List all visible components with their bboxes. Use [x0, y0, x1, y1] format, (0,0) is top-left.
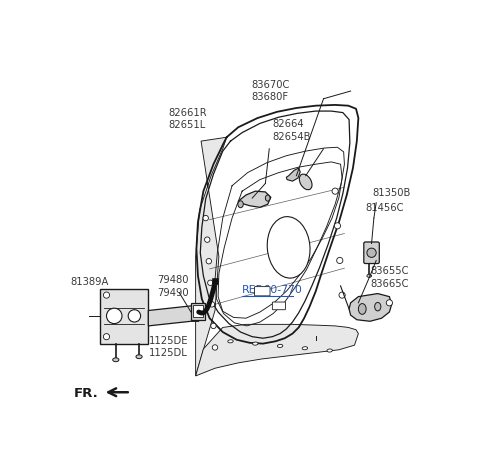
Bar: [212, 278, 218, 284]
Text: 81456C: 81456C: [365, 203, 404, 213]
Circle shape: [211, 323, 216, 329]
Text: 1125DE
1125DL: 1125DE 1125DL: [149, 336, 189, 358]
Circle shape: [332, 188, 338, 194]
Ellipse shape: [300, 174, 312, 190]
Text: 82661R
82651L: 82661R 82651L: [168, 108, 206, 130]
Circle shape: [386, 300, 393, 306]
Ellipse shape: [265, 195, 270, 201]
Circle shape: [204, 237, 210, 243]
Ellipse shape: [367, 274, 372, 277]
Circle shape: [203, 215, 208, 221]
Bar: [100, 289, 148, 345]
Circle shape: [103, 334, 109, 340]
Polygon shape: [148, 306, 199, 326]
Ellipse shape: [327, 349, 333, 352]
Ellipse shape: [267, 217, 310, 278]
Ellipse shape: [359, 304, 366, 314]
Circle shape: [367, 248, 376, 258]
Text: 81350B: 81350B: [372, 188, 411, 198]
Circle shape: [209, 302, 215, 307]
Text: 79480
79490: 79480 79490: [156, 275, 188, 298]
FancyBboxPatch shape: [254, 287, 270, 296]
Circle shape: [107, 308, 122, 323]
Polygon shape: [196, 137, 227, 376]
Bar: [191, 303, 205, 320]
FancyBboxPatch shape: [364, 242, 379, 264]
FancyBboxPatch shape: [272, 302, 286, 310]
Ellipse shape: [136, 355, 142, 359]
Text: REF.60-770: REF.60-770: [242, 285, 303, 295]
Ellipse shape: [302, 347, 308, 350]
Text: FR.: FR.: [74, 387, 99, 400]
Bar: [193, 305, 203, 317]
Circle shape: [206, 258, 212, 264]
Polygon shape: [196, 324, 359, 376]
Text: 82664
82654B: 82664 82654B: [272, 119, 311, 142]
Circle shape: [339, 292, 345, 298]
Ellipse shape: [113, 358, 119, 362]
Text: 81389A: 81389A: [71, 277, 109, 287]
Polygon shape: [286, 168, 300, 181]
Ellipse shape: [252, 342, 258, 345]
Circle shape: [212, 345, 218, 350]
Ellipse shape: [375, 302, 381, 311]
Circle shape: [103, 292, 109, 298]
Circle shape: [208, 280, 213, 285]
Ellipse shape: [277, 345, 283, 347]
Polygon shape: [349, 294, 392, 321]
Text: 83655C
83665C: 83655C 83665C: [371, 266, 409, 289]
Circle shape: [335, 223, 340, 229]
Circle shape: [128, 310, 141, 322]
Circle shape: [336, 258, 343, 264]
Ellipse shape: [228, 340, 233, 343]
Polygon shape: [238, 191, 271, 207]
Ellipse shape: [238, 201, 243, 208]
Text: 83670C
83680F: 83670C 83680F: [251, 80, 289, 102]
